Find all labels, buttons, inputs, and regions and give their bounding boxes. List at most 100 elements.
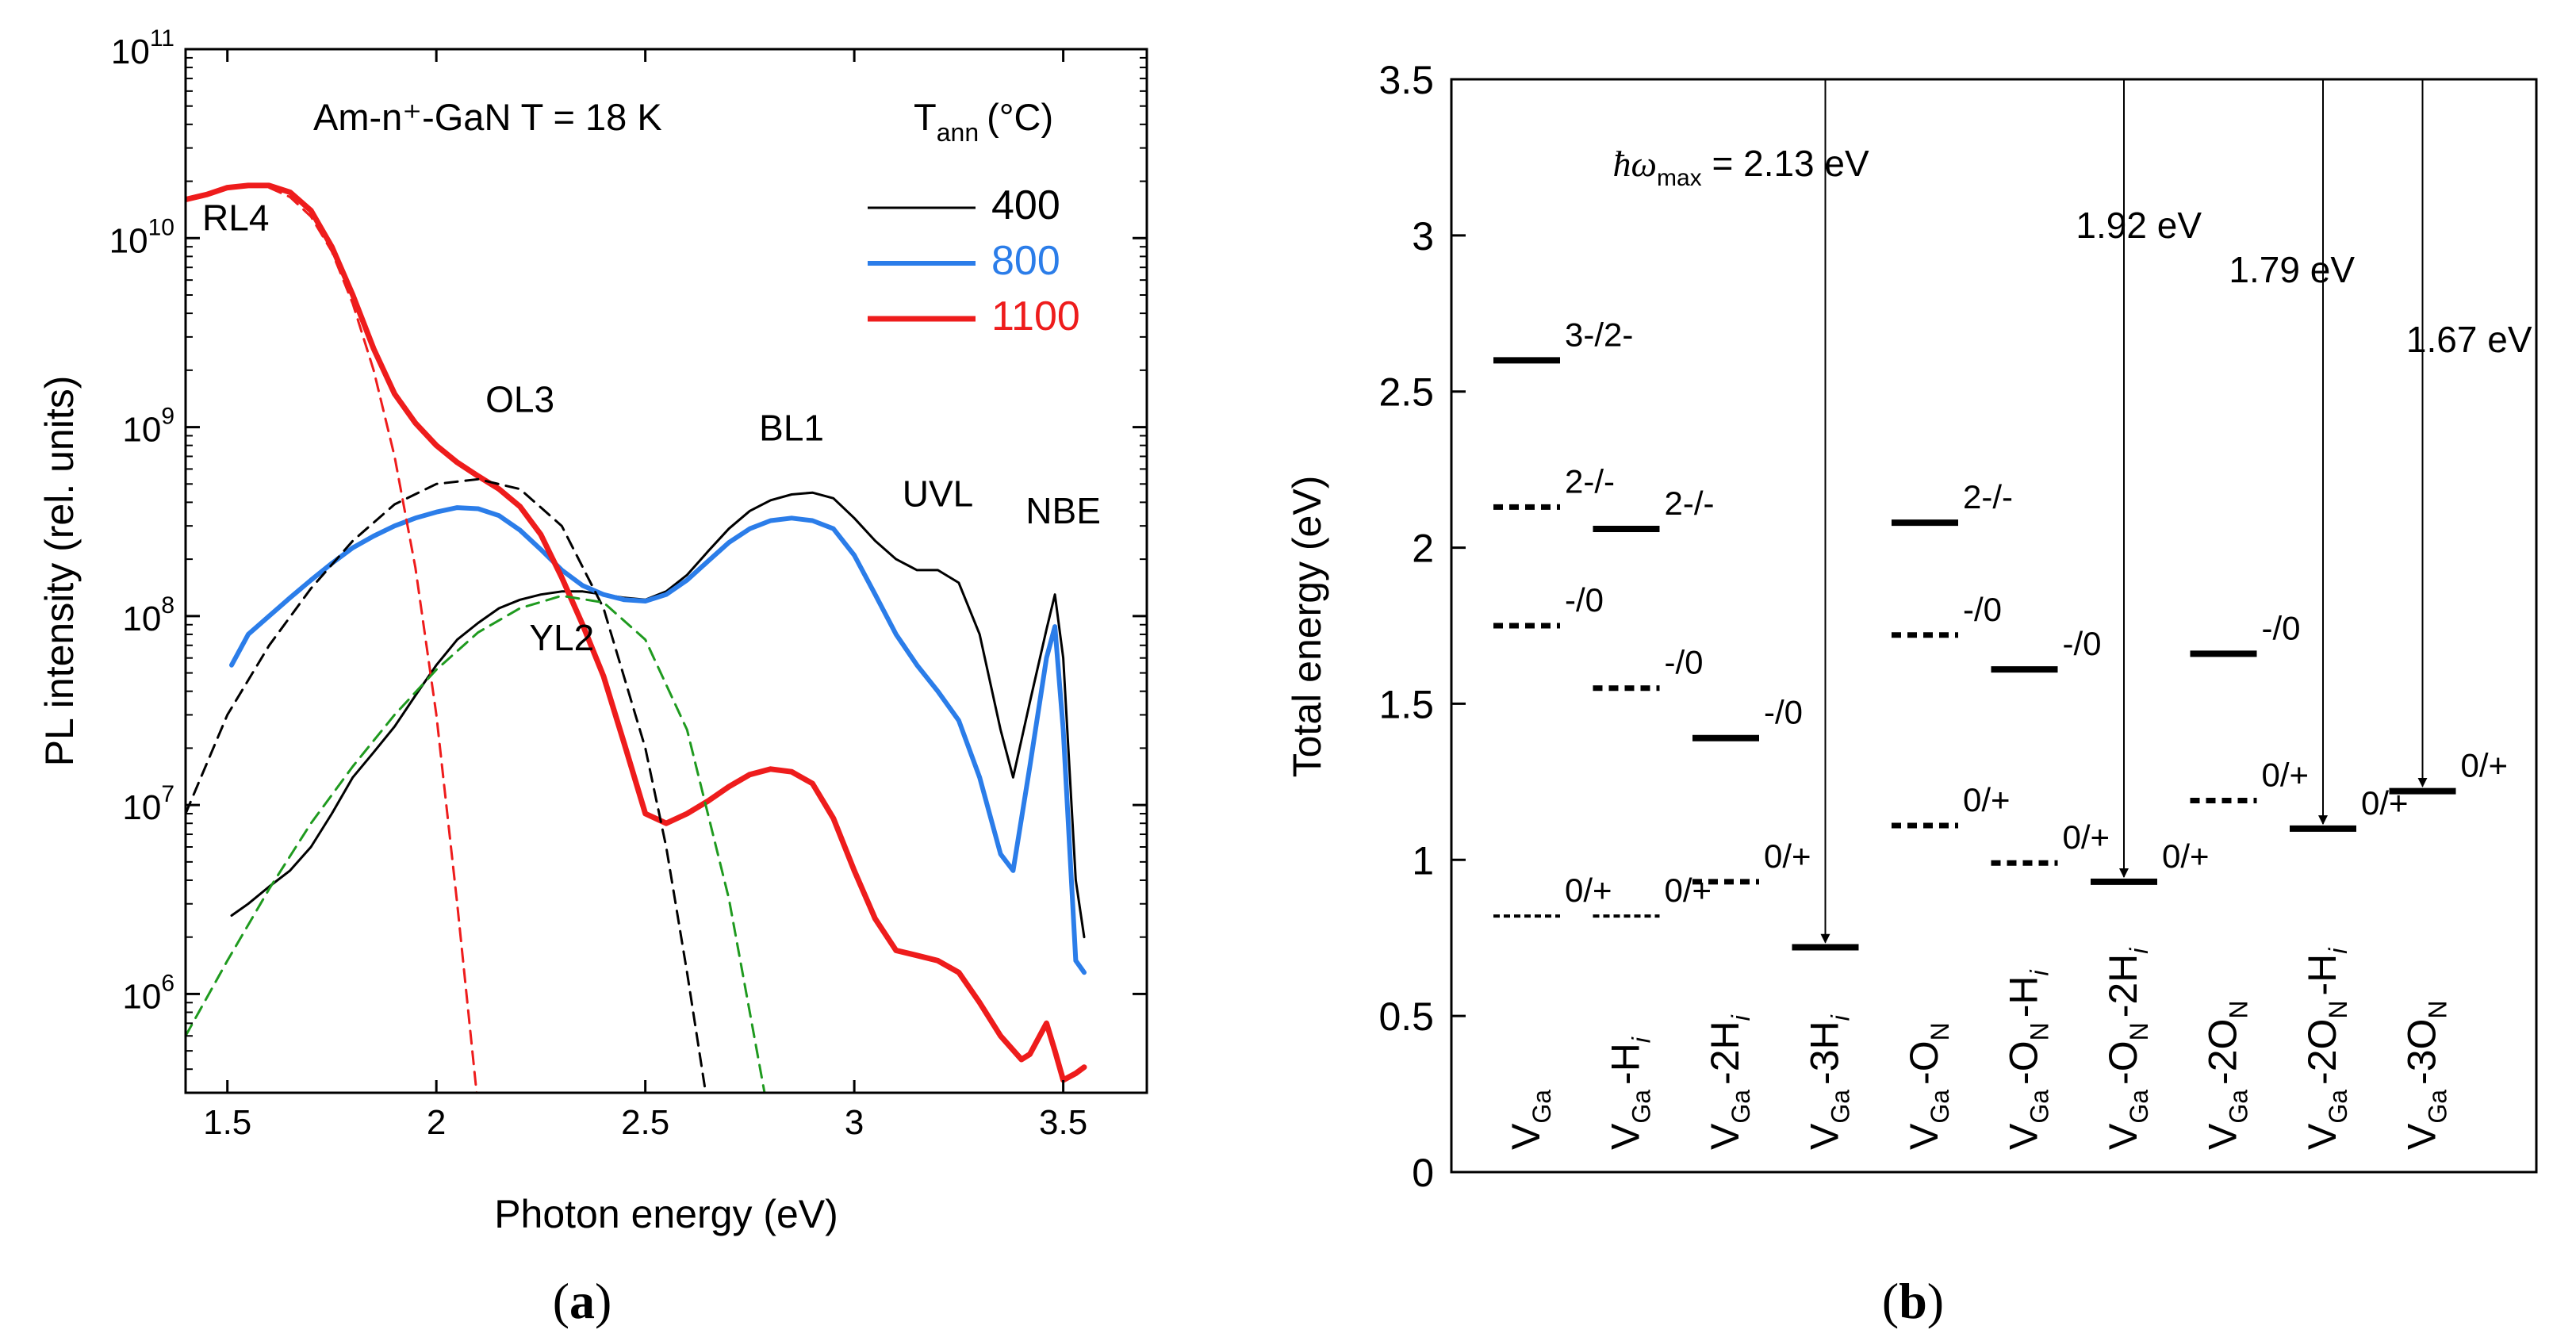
level-label: 0/+	[1963, 781, 2011, 818]
y-tick-exponent: 8	[161, 592, 174, 619]
b-y-tick-label: 1.5	[1378, 682, 1434, 726]
y-tick-mantissa: 10	[111, 33, 150, 71]
level-label: 0/+	[2461, 747, 2509, 784]
legend-label-400: 400	[991, 182, 1060, 228]
defect-label-main: V	[1604, 1123, 1648, 1150]
series-line-yl2-fit	[186, 594, 766, 1093]
defect-label-suffix-sub: i	[1627, 1036, 1656, 1043]
b-y-tick-label: 0	[1412, 1151, 1434, 1195]
defect-label-suffix-sub: N	[2424, 1000, 2452, 1018]
level-label: 0/+	[2063, 818, 2110, 856]
y-tick-mantissa: 10	[109, 221, 148, 260]
y-tick-exponent: 9	[161, 404, 174, 430]
defect-label: VGa -3ON	[2400, 1000, 2452, 1150]
defect-label: VGa -ON -Hi	[2002, 970, 2054, 1150]
transition-arrows: ħωmax = 2.13 eV 1.92 eV 1.79 eV 1.67 eV	[1613, 80, 2532, 944]
defect-label-suffix: -2O	[2201, 1019, 2245, 1085]
y-tick-label: 108	[122, 592, 174, 638]
defect-label-suffix-sub: N	[2324, 1000, 2352, 1018]
level-label: 0/+	[1764, 837, 1811, 875]
x-axis-ticks: 1.5 2 2.5 3 3.5	[203, 49, 1087, 1142]
defect-label-sub: Ga	[2324, 1090, 2352, 1124]
y-tick-label: 109	[122, 404, 174, 450]
level-label: 0/+	[1565, 872, 1612, 909]
defect-label-main: V	[2101, 1123, 2145, 1150]
defect-label: VGa -ON -2Hi	[2101, 948, 2153, 1150]
y-tick-exponent: 6	[161, 970, 174, 996]
defect-label-suffix2-sub: i	[2125, 948, 2153, 954]
level-label: 2-/-	[1565, 462, 1615, 500]
y-tick-label: 1011	[111, 25, 174, 71]
defect-label: VGa -3Hi	[1803, 1014, 1855, 1150]
y-tick-mantissa: 10	[122, 977, 161, 1016]
transition-label-symbol-sub: max	[1657, 165, 1702, 191]
transition-label: 1.92 eV	[2076, 205, 2202, 246]
x-tick-label: 3	[845, 1103, 864, 1142]
defect-label-suffix2: -H	[2300, 954, 2344, 996]
level-label: -/0	[2063, 625, 2102, 662]
defect-label-suffix-sub: N	[1926, 1022, 1954, 1040]
legend-label-1100: 1100	[991, 293, 1080, 339]
defect-label: VGa -Hi	[1604, 1036, 1656, 1150]
defect-label-sub: Ga	[1827, 1090, 1855, 1124]
series-line-400	[230, 491, 1086, 939]
peak-label-rl4: RL4	[202, 197, 269, 238]
defect-label-sub: Ga	[2225, 1090, 2253, 1124]
transition-label: ħωmax = 2.13 eV	[1613, 143, 1870, 191]
defect-label-suffix: -O	[2101, 1040, 2145, 1085]
defect-label: VGa -ON	[1902, 1022, 1954, 1150]
defect-label-suffix-sub: i	[1827, 1014, 1855, 1021]
defect-label: VGa	[1504, 1090, 1556, 1150]
peak-label-ol3: OL3	[485, 379, 554, 420]
x-tick-label: 2	[427, 1103, 446, 1142]
defect-label-suffix: -H	[1604, 1043, 1648, 1085]
transition-label-eq: =	[1702, 143, 1743, 184]
y-tick-label: 107	[122, 781, 174, 827]
defect-label-main: V	[2201, 1123, 2245, 1150]
b-y-tick-label: 0.5	[1378, 994, 1434, 1039]
b-y-tick-label: 3.5	[1378, 58, 1434, 102]
level-label: -/0	[2262, 609, 2301, 646]
defect-label-sub: Ga	[1627, 1090, 1656, 1124]
panel-label-a: (a)	[553, 1273, 612, 1329]
defect-label-suffix: -2O	[2300, 1019, 2344, 1085]
defect-label-sub: Ga	[2125, 1090, 2153, 1124]
defect-label-sub: Ga	[1926, 1090, 1954, 1124]
legend-title-sub: ann	[937, 118, 979, 147]
legend-title-main: T	[914, 96, 937, 138]
y-axis-label-a: PL intensity (rel. units)	[37, 376, 82, 767]
series-line-800	[229, 505, 1087, 975]
plot-frame-b	[1450, 78, 2538, 1174]
transition-label-symbol: ħω	[1613, 144, 1657, 184]
peak-label-uvl: UVL	[903, 473, 973, 515]
defect-label-sub: Ga	[2026, 1090, 2054, 1124]
b-y-axis-ticks: 0 0.5 1 1.5 2 2.5 3 3.5	[1378, 58, 1466, 1195]
defect-label-suffix: -O	[1902, 1040, 1946, 1085]
b-y-tick-label: 1	[1412, 838, 1434, 883]
series-line-ol3-fit	[186, 477, 707, 1093]
level-label: 0/+	[1665, 872, 1712, 909]
defect-label-suffix-sub: N	[2125, 1022, 2153, 1040]
legend-items: 400 800 1100	[868, 182, 1080, 339]
x-tick-label: 1.5	[203, 1103, 251, 1142]
level-label: 2-/-	[1665, 485, 1715, 522]
defect-label-suffix-sub: N	[2225, 1000, 2253, 1018]
defect-label-main: V	[1703, 1123, 1747, 1150]
y-tick-label: 1010	[109, 214, 174, 260]
peak-label-yl2: YL2	[529, 617, 594, 658]
chart-title-a: Am-n⁺-GaN T = 18 K	[313, 96, 662, 138]
defect-label-suffix-sub: i	[1727, 1014, 1755, 1021]
energy-levels: 3-/2- 2-/- -/0 0/+ 2-/- -/0 0/+ -/0 0/+ 2-/- -/0 0/…	[1493, 316, 2509, 951]
peak-annotations: RL4 OL3 BL1 UVL NBE YL2	[202, 197, 1101, 657]
defect-label-suffix2-sub: i	[2026, 970, 2054, 976]
level-label: -/0	[1565, 581, 1604, 619]
y-axis-label-b: Total energy (eV)	[1285, 476, 1329, 778]
peak-label-nbe: NBE	[1025, 490, 1101, 531]
transition-label: 1.67 eV	[2406, 319, 2532, 360]
defect-label-suffix2: -2H	[2101, 954, 2145, 1018]
panel-label-a-letter: a	[569, 1273, 595, 1329]
level-label: 0/+	[2162, 837, 2210, 875]
